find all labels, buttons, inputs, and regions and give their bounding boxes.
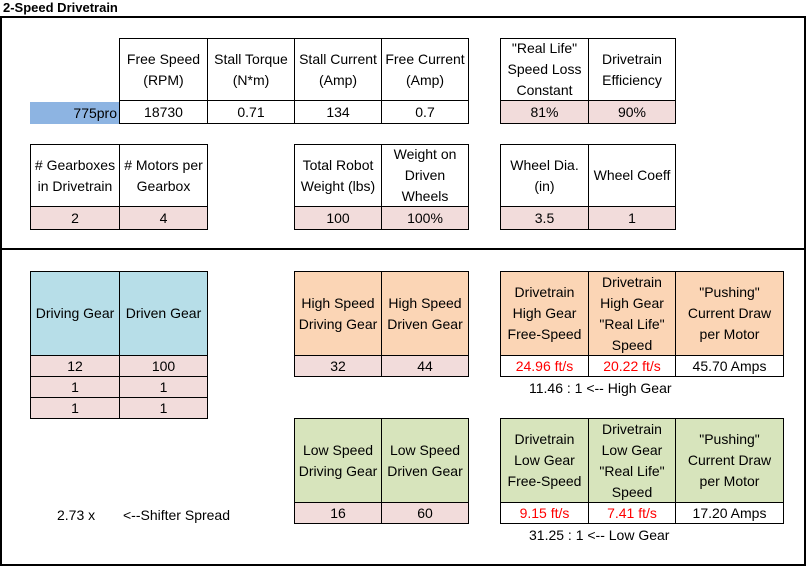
high-driven-header: High Speed Driven Gear: [381, 271, 469, 356]
low-driving-input[interactable]: 16: [294, 502, 382, 524]
stage-driven-header: Driven Gear: [119, 271, 208, 356]
low-current-header: "Pushing" Current Draw per Motor: [675, 418, 784, 503]
low-free-speed-header: Drivetrain Low Gear Free-Speed: [500, 418, 589, 503]
low-driving-header: Low Speed Driving Gear: [294, 418, 382, 503]
low-current-value: 17.20 Amps: [675, 502, 784, 524]
high-driving-input[interactable]: 32: [294, 355, 382, 377]
driven-weight-header: Weight on Driven Wheels: [381, 144, 469, 207]
high-free-speed-header: Drivetrain High Gear Free-Speed: [500, 271, 589, 356]
shifter-spread-label: <--Shifter Spread: [123, 507, 230, 523]
robot-weight-header: Total Robot Weight (lbs): [294, 144, 382, 207]
high-real-speed-value: 20.22 ft/s: [588, 355, 676, 377]
stage-2-driving-input[interactable]: 1: [30, 376, 120, 398]
motor-stall-torque: 0.71: [207, 100, 295, 124]
gearboxes-header: # Gearboxes in Drivetrain: [30, 144, 120, 207]
driven-weight-input[interactable]: 100%: [381, 206, 469, 230]
gearing-section: Driving Gear Driven Gear 12 100 1 1 1 1 …: [0, 248, 806, 566]
gearboxes-input[interactable]: 2: [30, 206, 120, 230]
motor-header-free-speed: Free Speed (RPM): [119, 38, 208, 101]
motor-free-current: 0.7: [381, 100, 469, 124]
motors-per-gearbox-input[interactable]: 4: [119, 206, 208, 230]
high-gear-ratio: 11.46 : 1 <-- High Gear: [529, 380, 672, 396]
motor-free-speed: 18730: [119, 100, 208, 124]
high-current-value: 45.70 Amps: [675, 355, 784, 377]
robot-weight-input[interactable]: 100: [294, 206, 382, 230]
low-real-speed-value: 7.41 ft/s: [588, 502, 676, 524]
high-free-speed-value: 24.96 ft/s: [500, 355, 589, 377]
motor-select[interactable]: 775pro: [30, 102, 120, 124]
stage-3-driven-input[interactable]: 1: [119, 397, 208, 419]
low-gear-ratio: 31.25 : 1 <-- Low Gear: [529, 527, 670, 543]
wheel-coeff-input[interactable]: 1: [588, 206, 676, 230]
motors-per-gearbox-header: # Motors per Gearbox: [119, 144, 208, 207]
motor-header-stall-torque: Stall Torque (N*m): [207, 38, 295, 101]
high-real-speed-header: Drivetrain High Gear "Real Life" Speed: [588, 271, 676, 356]
efficiency-input[interactable]: 90%: [588, 100, 676, 124]
stage-1-driven-input[interactable]: 100: [119, 355, 208, 377]
motor-header-stall-current: Stall Current (Amp): [294, 38, 382, 101]
low-driven-input[interactable]: 60: [381, 502, 469, 524]
inputs-section: Free Speed (RPM) Stall Torque (N*m) Stal…: [0, 16, 806, 250]
low-real-speed-header: Drivetrain Low Gear "Real Life" Speed: [588, 418, 676, 503]
wheel-dia-header: Wheel Dia. (in): [500, 144, 589, 207]
sheet-title: 2-Speed Drivetrain: [3, 0, 118, 15]
speed-loss-input[interactable]: 81%: [500, 100, 589, 124]
motor-header-free-current: Free Current (Amp): [381, 38, 469, 101]
wheel-dia-input[interactable]: 3.5: [500, 206, 589, 230]
low-driven-header: Low Speed Driven Gear: [381, 418, 469, 503]
efficiency-header: Drivetrain Efficiency: [588, 38, 676, 101]
stage-driving-header: Driving Gear: [30, 271, 120, 356]
high-current-header: "Pushing" Current Draw per Motor: [675, 271, 784, 356]
motor-stall-current: 134: [294, 100, 382, 124]
stage-1-driving-input[interactable]: 12: [30, 355, 120, 377]
wheel-coeff-header: Wheel Coeff: [588, 144, 676, 207]
shifter-spread-value: 2.73 x: [57, 507, 96, 523]
stage-2-driven-input[interactable]: 1: [119, 376, 208, 398]
high-driving-header: High Speed Driving Gear: [294, 271, 382, 356]
low-free-speed-value: 9.15 ft/s: [500, 502, 589, 524]
speed-loss-header: "Real Life" Speed Loss Constant: [500, 38, 589, 101]
high-driven-input[interactable]: 44: [381, 355, 469, 377]
stage-3-driving-input[interactable]: 1: [30, 397, 120, 419]
